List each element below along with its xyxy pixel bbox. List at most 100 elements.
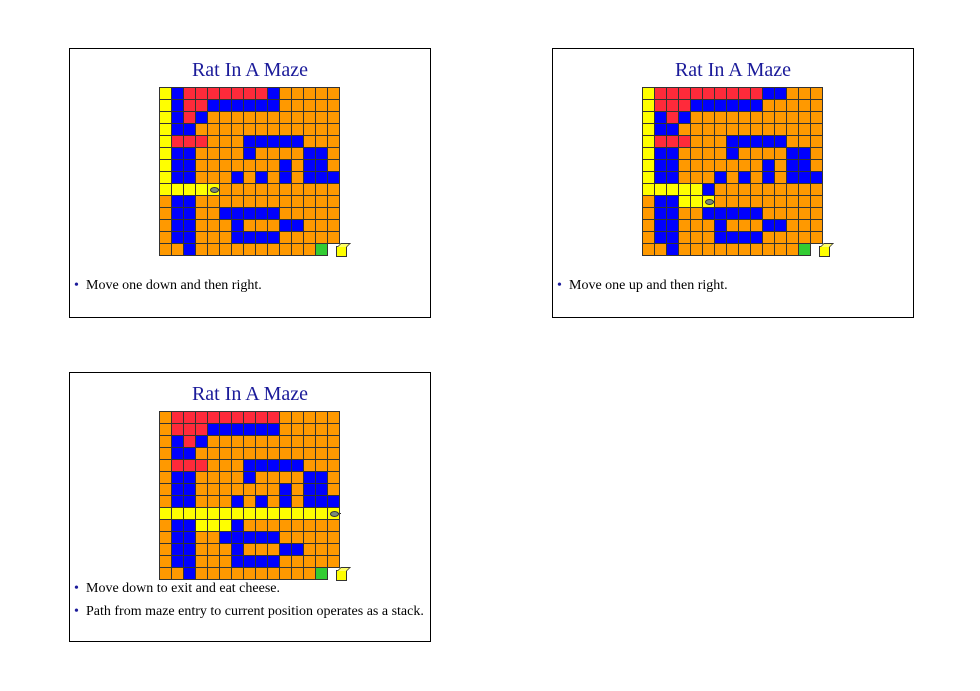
maze-cell [172,424,184,436]
maze-cell [256,220,268,232]
maze-cell [268,472,280,484]
maze-cell [160,568,172,580]
maze-cell [196,100,208,112]
maze-cell [220,100,232,112]
maze-cell [715,100,727,112]
maze-cell [316,112,328,124]
maze-cell [268,148,280,160]
maze-cell [160,148,172,160]
maze-cell [655,184,667,196]
maze-cell [220,448,232,460]
bullet-dot-icon: • [74,604,79,619]
maze-cell [787,112,799,124]
maze-cell [304,124,316,136]
maze-cell [280,496,292,508]
maze-cell [232,184,244,196]
maze-cell [667,136,679,148]
maze-cell [304,244,316,256]
maze-cell [727,208,739,220]
maze-cell [328,460,340,472]
maze-cell [643,184,655,196]
maze-cell [328,184,340,196]
maze-cell [811,160,823,172]
maze-cell [787,148,799,160]
maze-cell [739,232,751,244]
maze-cell [232,472,244,484]
maze-cell [232,448,244,460]
maze-cell [244,220,256,232]
maze-cell [667,124,679,136]
bullet-text: Move down to exit and eat cheese. [86,581,280,596]
maze-cell [268,424,280,436]
maze-cell [727,220,739,232]
maze-cell [220,232,232,244]
maze-cell [244,424,256,436]
maze-cell [691,232,703,244]
maze-cell [643,88,655,100]
maze-cell [304,112,316,124]
maze-cell [172,196,184,208]
maze-cell [292,124,304,136]
maze-cell [328,208,340,220]
maze-cell [751,112,763,124]
maze-cell [316,172,328,184]
maze-cell [667,88,679,100]
maze-cell [208,196,220,208]
maze-cell [655,124,667,136]
maze-cell [184,508,196,520]
maze-cell [316,412,328,424]
maze-cell [703,148,715,160]
maze-cell [727,100,739,112]
maze-cell [304,208,316,220]
maze-cell [328,496,340,508]
maze-cell [304,148,316,160]
maze-cell [268,496,280,508]
maze-cell [220,460,232,472]
maze-cell [208,412,220,424]
maze-cell [304,232,316,244]
maze-cell [304,520,316,532]
maze-cell [160,220,172,232]
maze-cell [280,436,292,448]
maze-cell [280,412,292,424]
maze-cell [727,136,739,148]
maze-cell [172,496,184,508]
maze-cell [655,244,667,256]
maze-cell [256,136,268,148]
maze-cell [160,448,172,460]
maze-cell [643,160,655,172]
maze-cell [172,568,184,580]
maze-cell [232,532,244,544]
maze-cell [208,496,220,508]
maze-cell [208,172,220,184]
maze-cell [703,88,715,100]
maze-cell [244,172,256,184]
maze-cell [643,100,655,112]
maze-cell [328,196,340,208]
maze-cell [220,568,232,580]
maze-exit-cell [316,244,328,256]
maze-cell [220,436,232,448]
maze-cell [256,556,268,568]
maze-cell [220,184,232,196]
maze-cell [727,112,739,124]
maze-cell [727,148,739,160]
maze-cell [244,148,256,160]
maze-cell [268,484,280,496]
maze-cell [691,160,703,172]
maze-cell [220,208,232,220]
maze-cell [715,88,727,100]
maze-cell [643,136,655,148]
maze-cell [727,172,739,184]
maze-cell [184,232,196,244]
maze-cell [232,412,244,424]
maze-cell [160,472,172,484]
maze-cell [304,544,316,556]
maze-cell [292,244,304,256]
maze-cell [208,148,220,160]
maze-cell [751,220,763,232]
maze-cell [799,124,811,136]
maze-cell [220,484,232,496]
maze-cell [292,424,304,436]
maze-cell [763,172,775,184]
